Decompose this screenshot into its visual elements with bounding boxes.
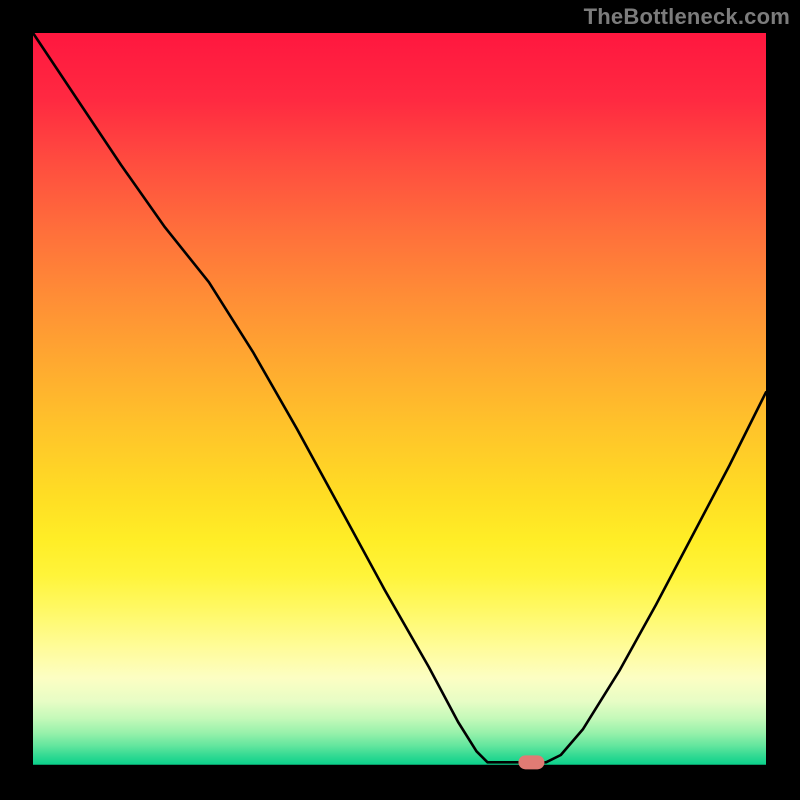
stage: TheBottleneck.com <box>0 0 800 800</box>
plot-background <box>33 33 766 766</box>
optimum-marker <box>518 755 544 769</box>
bottleneck-chart <box>0 0 800 800</box>
watermark-text: TheBottleneck.com <box>584 4 790 30</box>
